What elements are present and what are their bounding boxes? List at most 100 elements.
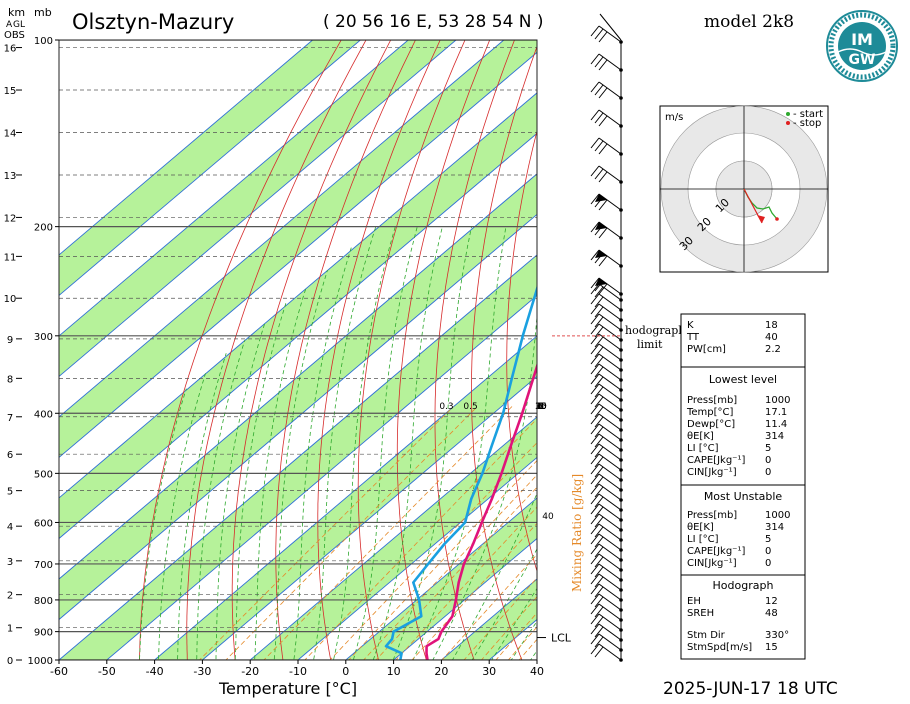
pressure-tick-label: 400 — [34, 409, 53, 420]
index-value: 0 — [765, 558, 771, 569]
index-name: TT — [686, 332, 700, 343]
barb-feather — [591, 494, 599, 504]
barb-feather — [591, 624, 599, 634]
barb-shaft — [599, 138, 621, 154]
barb-feather — [599, 32, 607, 42]
barb-feather — [591, 544, 599, 554]
barb-feather — [591, 464, 599, 474]
barb-feather — [591, 434, 599, 444]
x-tick-label: -20 — [241, 665, 259, 678]
model-label: model 2k8 — [704, 12, 794, 32]
height-tick-label: 3 — [7, 557, 13, 568]
index-value: 0 — [765, 467, 771, 478]
barb-feather — [591, 304, 599, 314]
barb-feather — [599, 172, 607, 182]
x-tick-label: -10 — [289, 665, 307, 678]
x-axis-label: Temperature [°C] — [218, 679, 357, 698]
height-tick-label: 9 — [7, 335, 13, 346]
index-value: 314 — [765, 431, 784, 442]
barb-feather — [591, 474, 599, 484]
index-section-title: Hodograph — [713, 579, 774, 592]
barb-feather — [591, 614, 599, 624]
agl-letter-l: L — [20, 20, 25, 30]
barb-feather — [591, 564, 599, 574]
index-name: θE[K] — [687, 431, 714, 442]
barb-feather — [591, 554, 599, 564]
height-tick-label: 1 — [7, 624, 13, 635]
height-tick-label: 12 — [4, 213, 17, 224]
index-name: CAPE[Jkg⁻¹] — [687, 455, 745, 466]
barb-feather — [591, 138, 599, 148]
barb-feather — [599, 116, 607, 126]
index-value: 5 — [765, 443, 771, 454]
barb-feather — [591, 634, 599, 644]
barb-feather — [591, 404, 599, 414]
hodograph-start-dot — [786, 112, 790, 116]
barb-feather — [591, 484, 599, 494]
dry-adiabat — [835, 40, 910, 673]
barb-feather — [591, 504, 599, 514]
barb-feather — [591, 324, 599, 334]
barb-feather — [591, 414, 599, 424]
barb-feather — [591, 166, 599, 176]
index-name: LI [°C] — [687, 443, 719, 454]
hodograph-stop-dot — [786, 121, 790, 125]
barb-feather — [595, 57, 603, 67]
x-tick-label: 10 — [387, 665, 401, 678]
km-unit: km — [8, 6, 25, 19]
barb-feather — [591, 364, 599, 374]
barb-feather — [591, 344, 599, 354]
barb-feather — [599, 60, 607, 70]
agl-letter-a: A — [6, 20, 13, 30]
hodograph-stop-point — [775, 217, 779, 221]
barb-feather — [591, 54, 599, 64]
pressure-tick-label: 100 — [34, 36, 53, 47]
x-tick-label: -50 — [98, 665, 116, 678]
barb-feather — [591, 26, 599, 36]
barb-feather — [591, 394, 599, 404]
height-tick-label: 5 — [7, 487, 13, 498]
x-tick-label: -30 — [193, 665, 211, 678]
index-value: 0 — [765, 546, 771, 557]
barb-shaft — [599, 250, 621, 266]
pressure-tick-label: 300 — [34, 332, 53, 343]
mixing-ratio-axis-label: Mixing Ratio [g/kg] — [570, 474, 584, 592]
barb-feather — [595, 85, 603, 95]
barb-shaft — [599, 26, 621, 42]
x-tick-label: 20 — [434, 665, 448, 678]
pressure-tick-label: 200 — [34, 223, 53, 234]
hodograph-limit-label-2: limit — [637, 338, 663, 351]
height-tick-label: 7 — [7, 413, 13, 424]
mixing-ratio-label: 40 — [542, 512, 554, 522]
index-value: 0 — [765, 455, 771, 466]
barb-shaft — [599, 644, 621, 660]
index-value: 330° — [765, 630, 789, 641]
barb-shaft — [599, 54, 621, 70]
pressure-tick-label: 1000 — [28, 656, 53, 667]
index-value: 17.1 — [765, 407, 787, 418]
wind-barbs — [591, 14, 623, 662]
index-value: 1000 — [765, 395, 790, 406]
barb-feather — [591, 384, 599, 394]
index-value: 48 — [765, 608, 778, 619]
index-value: 12 — [765, 596, 778, 607]
agl-letter-g: G — [13, 20, 20, 30]
barb-feather — [591, 514, 599, 524]
barb-feather — [591, 594, 599, 604]
station-coords: ( 20 56 16 E, 53 28 54 N ) — [323, 12, 544, 32]
barb-feather — [599, 144, 607, 154]
barb-feather — [591, 424, 599, 434]
height-tick-label: 0 — [7, 656, 13, 667]
height-tick-label: 15 — [4, 86, 17, 97]
barb-feather — [595, 169, 603, 179]
barb-shaft — [599, 82, 621, 98]
index-value: 2.2 — [765, 344, 781, 355]
height-tick-label: 10 — [4, 294, 17, 305]
x-tick-label: 0 — [342, 665, 349, 678]
obs-label: OBS — [4, 30, 25, 41]
barb-feather — [591, 524, 599, 534]
